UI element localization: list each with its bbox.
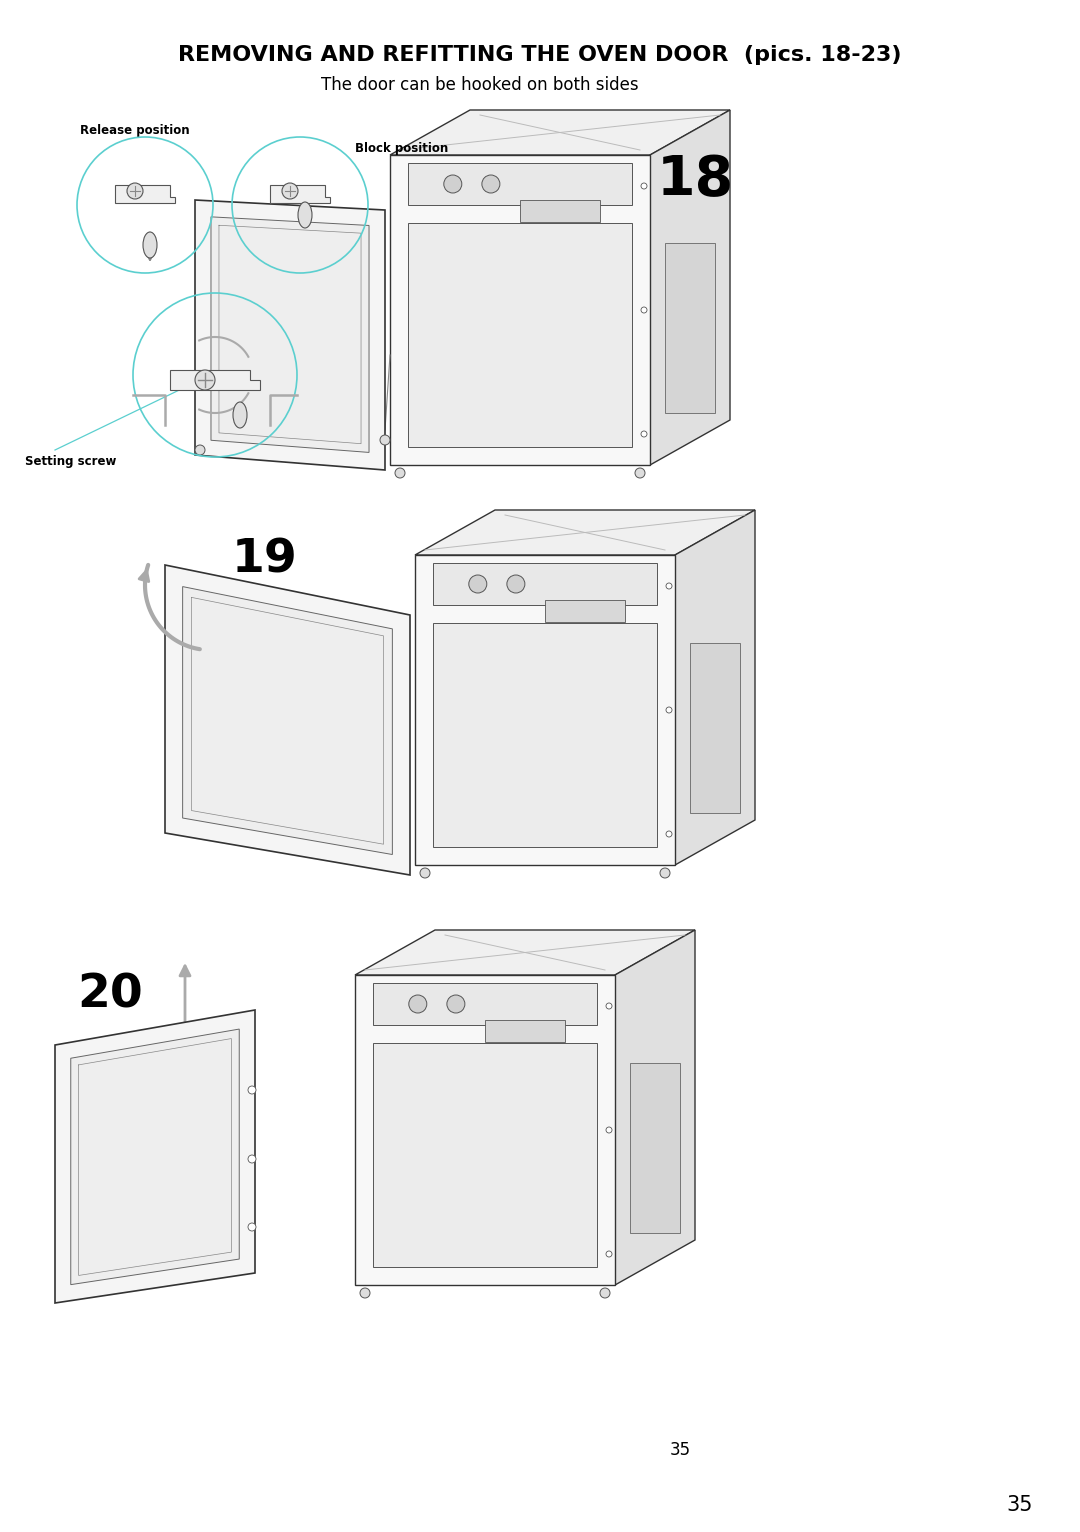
Polygon shape — [415, 510, 755, 555]
Circle shape — [606, 1252, 612, 1256]
Text: 20: 20 — [77, 973, 143, 1017]
Circle shape — [642, 430, 647, 437]
Circle shape — [606, 1003, 612, 1010]
Circle shape — [606, 1128, 612, 1134]
Polygon shape — [665, 244, 715, 414]
Polygon shape — [183, 587, 392, 855]
Polygon shape — [165, 565, 410, 875]
Polygon shape — [415, 555, 675, 866]
Text: Setting screw: Setting screw — [25, 455, 117, 467]
Text: REMOVING AND REFITTING THE OVEN DOOR  (pics. 18-23): REMOVING AND REFITTING THE OVEN DOOR (pi… — [178, 44, 902, 64]
Polygon shape — [355, 930, 696, 974]
Polygon shape — [270, 185, 330, 204]
Circle shape — [248, 1155, 256, 1163]
Polygon shape — [433, 562, 657, 605]
Circle shape — [395, 467, 405, 478]
Polygon shape — [195, 201, 384, 470]
Polygon shape — [373, 1043, 597, 1267]
Circle shape — [447, 994, 464, 1013]
Circle shape — [660, 869, 670, 878]
Text: 35: 35 — [1007, 1495, 1034, 1515]
Polygon shape — [408, 162, 632, 205]
Circle shape — [248, 1223, 256, 1232]
Text: 18: 18 — [657, 153, 733, 207]
Circle shape — [600, 1288, 610, 1298]
Ellipse shape — [298, 202, 312, 228]
Ellipse shape — [233, 401, 247, 427]
Bar — [545, 601, 625, 622]
Bar — [485, 1020, 565, 1042]
Polygon shape — [390, 155, 650, 466]
Circle shape — [380, 435, 390, 444]
Circle shape — [666, 584, 672, 588]
Polygon shape — [408, 224, 632, 447]
Ellipse shape — [143, 231, 157, 257]
Circle shape — [642, 182, 647, 188]
Circle shape — [127, 182, 143, 199]
Polygon shape — [675, 510, 755, 866]
Circle shape — [635, 467, 645, 478]
Polygon shape — [55, 1010, 255, 1304]
Polygon shape — [615, 930, 696, 1285]
Circle shape — [482, 175, 500, 193]
Polygon shape — [690, 643, 740, 813]
Circle shape — [360, 1288, 370, 1298]
Text: Block position: Block position — [355, 141, 448, 155]
Circle shape — [507, 574, 525, 593]
Polygon shape — [211, 218, 369, 452]
Circle shape — [195, 371, 215, 391]
Polygon shape — [373, 984, 597, 1025]
Circle shape — [666, 706, 672, 712]
Circle shape — [282, 182, 298, 199]
Polygon shape — [433, 624, 657, 847]
Circle shape — [248, 1086, 256, 1094]
Circle shape — [666, 830, 672, 836]
Polygon shape — [650, 110, 730, 466]
Text: 19: 19 — [232, 538, 298, 582]
Circle shape — [642, 306, 647, 313]
Polygon shape — [114, 185, 175, 204]
Circle shape — [409, 994, 427, 1013]
Circle shape — [195, 444, 205, 455]
Circle shape — [444, 175, 462, 193]
Polygon shape — [71, 1030, 240, 1285]
Polygon shape — [355, 974, 615, 1285]
Text: 35: 35 — [670, 1442, 690, 1458]
Text: Release position: Release position — [80, 124, 190, 136]
Circle shape — [469, 574, 487, 593]
Text: The door can be hooked on both sides: The door can be hooked on both sides — [321, 77, 638, 93]
Polygon shape — [170, 371, 260, 391]
Polygon shape — [390, 110, 730, 155]
Bar — [519, 201, 600, 222]
Circle shape — [420, 869, 430, 878]
Polygon shape — [630, 1063, 680, 1233]
